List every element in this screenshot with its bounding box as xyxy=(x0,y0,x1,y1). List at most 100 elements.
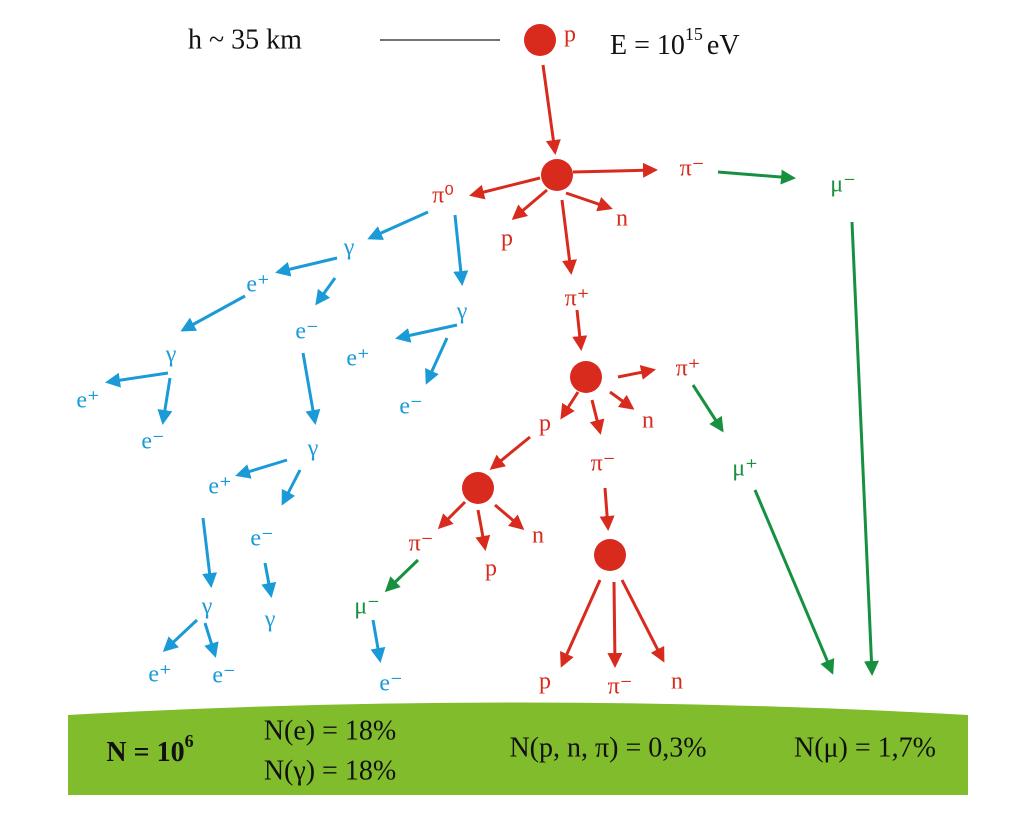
arrow xyxy=(395,323,458,343)
energy: E = 1015 eV xyxy=(610,24,740,61)
particle-label: π⁺ xyxy=(565,286,590,312)
arrow xyxy=(753,489,835,675)
particle-label: p xyxy=(501,226,513,252)
arrow xyxy=(203,622,219,658)
particle-label: e⁻ xyxy=(295,319,318,345)
particle-label: π⁻ xyxy=(608,674,633,700)
particle-label: π⁺ xyxy=(676,356,701,382)
arrow xyxy=(453,214,469,286)
particle-label: γ xyxy=(456,299,468,325)
interaction xyxy=(594,539,626,571)
particle-label: p xyxy=(485,556,497,582)
arrow xyxy=(315,277,337,306)
arrow xyxy=(607,581,623,668)
interaction xyxy=(541,159,573,191)
particle-label: γ xyxy=(165,342,177,368)
arrow xyxy=(235,458,288,479)
energy-exponent: 15 xyxy=(685,24,703,44)
arrow xyxy=(560,579,602,668)
particle-label: γ xyxy=(264,607,276,633)
particle-label: π⁻ xyxy=(591,451,616,477)
arrow xyxy=(370,619,386,663)
arrow xyxy=(301,352,321,425)
arrow xyxy=(494,503,525,530)
arrow xyxy=(367,210,429,240)
arrow xyxy=(560,391,580,420)
particle-label: e⁻ xyxy=(379,671,402,697)
fraction: N(μ) = 1,7% xyxy=(794,732,936,763)
arrow xyxy=(589,399,605,435)
interaction xyxy=(570,361,602,393)
arrow xyxy=(850,221,879,676)
arrow xyxy=(541,64,561,155)
arrow xyxy=(469,176,541,200)
arrow xyxy=(572,162,658,178)
arrow xyxy=(609,390,635,410)
particle-label: n xyxy=(642,408,654,434)
arrow xyxy=(599,487,615,531)
particle-label: π⁻ xyxy=(680,156,705,182)
fraction: N(e) = 18% xyxy=(264,715,396,746)
arrow xyxy=(475,509,491,551)
particle-label: n xyxy=(616,206,628,232)
arrow xyxy=(511,188,548,220)
energy-base: E = 10 xyxy=(610,30,685,61)
interaction xyxy=(462,472,494,504)
arrow xyxy=(275,256,338,277)
arrow xyxy=(162,618,199,653)
particle-label: e⁻ xyxy=(250,526,273,552)
arrow xyxy=(201,517,218,588)
arrow xyxy=(261,562,277,598)
particle-label: μ⁺ xyxy=(732,456,758,482)
particle-labels: π⁰ p n π⁻ μ⁻ π⁺ π⁺ p n π⁻ μ⁺ π⁻ n p μ⁻ e⁻ p π⁻ n γ e⁺ e⁻ γ e⁺ e⁻… xyxy=(76,156,855,700)
total: N = 106 xyxy=(106,731,193,768)
particle-label: e⁺ xyxy=(148,662,171,688)
particle-label: γ xyxy=(201,594,213,620)
altitude: h ~ 35 km xyxy=(188,24,302,55)
arrow xyxy=(572,309,588,351)
arrow xyxy=(384,558,420,593)
particle-label: p xyxy=(539,669,551,695)
fraction: N(γ) = 18% xyxy=(264,755,396,786)
particle-label: μ⁻ xyxy=(830,172,856,198)
arrow xyxy=(105,371,169,388)
arrow xyxy=(157,377,173,425)
arrow xyxy=(180,294,246,332)
arrow xyxy=(565,191,613,212)
interaction xyxy=(524,24,556,56)
ground xyxy=(68,702,968,795)
particle-label: π⁰ xyxy=(432,183,454,209)
particle-label: e⁻ xyxy=(212,663,235,689)
particle-label: μ⁻ xyxy=(354,594,380,620)
arrow xyxy=(620,579,665,663)
arrow xyxy=(437,500,467,530)
particle-label: p xyxy=(539,411,551,437)
particle-label: e⁺ xyxy=(246,272,269,298)
particle-label: e⁺ xyxy=(76,388,99,414)
particle-label: e⁻ xyxy=(399,394,422,420)
particle-label: π⁻ xyxy=(409,531,434,557)
particle-label: e⁺ xyxy=(346,346,369,372)
particle-label: e⁺ xyxy=(208,474,231,500)
arrow xyxy=(489,435,531,470)
particle-label: γ xyxy=(343,235,355,261)
arrow xyxy=(617,364,656,380)
energy-unit: eV xyxy=(707,30,740,61)
arrow xyxy=(425,337,449,385)
arrow xyxy=(560,199,577,275)
total-base: N = 10 xyxy=(106,737,184,768)
particle-label: e⁻ xyxy=(141,429,164,455)
arrow xyxy=(281,469,302,506)
arrow xyxy=(691,384,724,433)
interactions xyxy=(462,24,626,571)
particle-label: γ xyxy=(307,436,319,462)
arrow xyxy=(717,169,796,185)
particle-label: n xyxy=(532,523,544,549)
particle-label: n xyxy=(671,669,683,695)
fraction: N(p, n, π) = 0,3% xyxy=(509,732,706,763)
total-exponent: 6 xyxy=(185,731,194,751)
arrows xyxy=(105,64,879,676)
primary-label: p xyxy=(564,22,576,48)
